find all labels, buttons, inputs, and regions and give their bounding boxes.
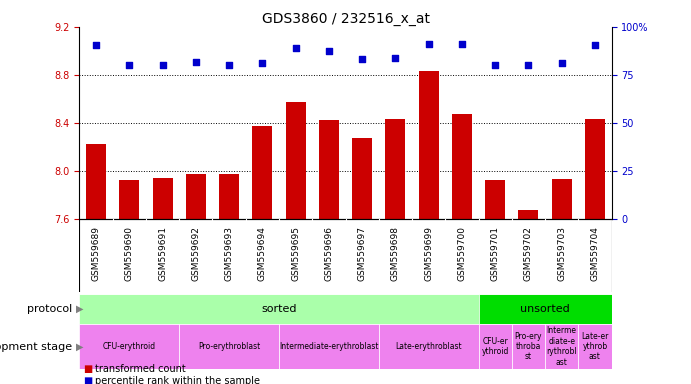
- Bar: [279, 324, 379, 369]
- Text: GSM559701: GSM559701: [491, 226, 500, 281]
- Text: CFU-er
ythroid: CFU-er ythroid: [482, 337, 509, 356]
- Text: protocol: protocol: [28, 304, 73, 314]
- Text: GSM559690: GSM559690: [125, 226, 134, 281]
- Point: [224, 62, 235, 68]
- Text: sorted: sorted: [261, 304, 296, 314]
- Title: GDS3860 / 232516_x_at: GDS3860 / 232516_x_at: [261, 12, 430, 26]
- Text: ▶: ▶: [76, 304, 84, 314]
- Bar: [252, 126, 272, 219]
- Text: GSM559696: GSM559696: [324, 226, 333, 281]
- Text: transformed count: transformed count: [95, 364, 185, 374]
- Text: GSM559704: GSM559704: [590, 226, 599, 281]
- Point: [257, 60, 268, 66]
- Text: ■: ■: [83, 376, 92, 384]
- Text: Interme
diate-e
rythrobl
ast: Interme diate-e rythrobl ast: [547, 326, 577, 367]
- Bar: [79, 324, 179, 369]
- Bar: [485, 180, 505, 219]
- Text: Late-erythroblast: Late-erythroblast: [395, 342, 462, 351]
- Point: [556, 60, 567, 66]
- Point: [456, 41, 467, 47]
- Point: [423, 41, 434, 47]
- Bar: [545, 324, 578, 369]
- Bar: [478, 324, 512, 369]
- Bar: [319, 121, 339, 219]
- Point: [157, 62, 168, 68]
- Text: ■: ■: [83, 364, 92, 374]
- Bar: [285, 103, 305, 219]
- Bar: [478, 294, 612, 324]
- Text: Intermediate-erythroblast: Intermediate-erythroblast: [279, 342, 379, 351]
- Bar: [186, 174, 206, 219]
- Text: GSM559695: GSM559695: [291, 226, 300, 281]
- Text: unsorted: unsorted: [520, 304, 570, 314]
- Text: GSM559697: GSM559697: [358, 226, 367, 281]
- Text: development stage: development stage: [0, 341, 73, 352]
- Point: [124, 62, 135, 68]
- Text: GSM559689: GSM559689: [92, 226, 101, 281]
- Text: Pro-ery
throba
st: Pro-ery throba st: [515, 332, 542, 361]
- Text: percentile rank within the sample: percentile rank within the sample: [95, 376, 260, 384]
- Bar: [219, 174, 239, 219]
- Point: [357, 56, 368, 62]
- Text: GSM559700: GSM559700: [457, 226, 466, 281]
- Text: GSM559703: GSM559703: [557, 226, 566, 281]
- Bar: [419, 71, 439, 219]
- Bar: [386, 119, 406, 219]
- Bar: [452, 114, 472, 219]
- Text: GSM559694: GSM559694: [258, 226, 267, 281]
- Point: [523, 62, 534, 68]
- Bar: [352, 139, 372, 219]
- Text: GSM559691: GSM559691: [158, 226, 167, 281]
- Text: GSM559699: GSM559699: [424, 226, 433, 281]
- Point: [290, 45, 301, 51]
- Text: GSM559702: GSM559702: [524, 226, 533, 281]
- Text: ▶: ▶: [76, 341, 84, 352]
- Point: [589, 42, 600, 48]
- Bar: [578, 324, 612, 369]
- Point: [323, 48, 334, 54]
- Point: [91, 42, 102, 48]
- Text: Pro-erythroblast: Pro-erythroblast: [198, 342, 261, 351]
- Bar: [179, 324, 279, 369]
- Bar: [379, 324, 478, 369]
- Bar: [512, 324, 545, 369]
- Text: Late-er
ythrob
ast: Late-er ythrob ast: [581, 332, 609, 361]
- Bar: [79, 294, 478, 324]
- Text: GSM559692: GSM559692: [191, 226, 200, 281]
- Point: [490, 62, 501, 68]
- Text: GSM559693: GSM559693: [225, 226, 234, 281]
- Point: [390, 55, 401, 61]
- Text: GSM559698: GSM559698: [391, 226, 400, 281]
- Bar: [551, 179, 571, 219]
- Bar: [153, 178, 173, 219]
- Bar: [585, 119, 605, 219]
- Bar: [120, 180, 140, 219]
- Bar: [518, 210, 538, 219]
- Bar: [86, 144, 106, 219]
- Text: CFU-erythroid: CFU-erythroid: [103, 342, 156, 351]
- Point: [190, 59, 201, 65]
